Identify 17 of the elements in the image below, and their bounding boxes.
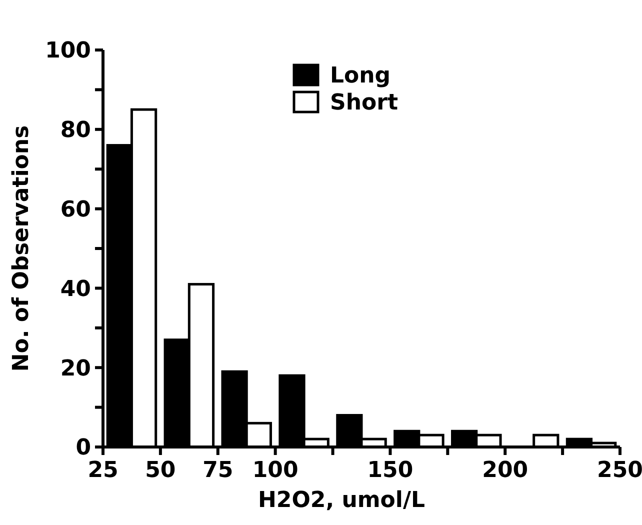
y-tick-label: 40 xyxy=(60,276,91,302)
y-tick-label: 60 xyxy=(60,198,91,222)
legend-label: Short xyxy=(330,90,398,116)
x-tick-label: 250 xyxy=(597,458,642,483)
x-axis-title: H2O2, umol/L xyxy=(258,488,426,513)
x-tick-label: 200 xyxy=(482,458,528,483)
x-tick-label: 25 xyxy=(88,458,118,483)
x-tick-label: 150 xyxy=(367,458,414,483)
legend-label: Long xyxy=(330,64,391,89)
y-axis-title: No. of Observations xyxy=(9,125,34,372)
y-tick-label: 20 xyxy=(60,356,91,382)
x-tick-label: 75 xyxy=(202,458,234,483)
x-tick-label: 50 xyxy=(145,458,176,483)
x-tick-label: 100 xyxy=(252,458,298,483)
y-tick-label: 100 xyxy=(45,38,91,64)
y-tick-label: 80 xyxy=(60,118,91,144)
y-tick-label: 0 xyxy=(76,436,91,461)
